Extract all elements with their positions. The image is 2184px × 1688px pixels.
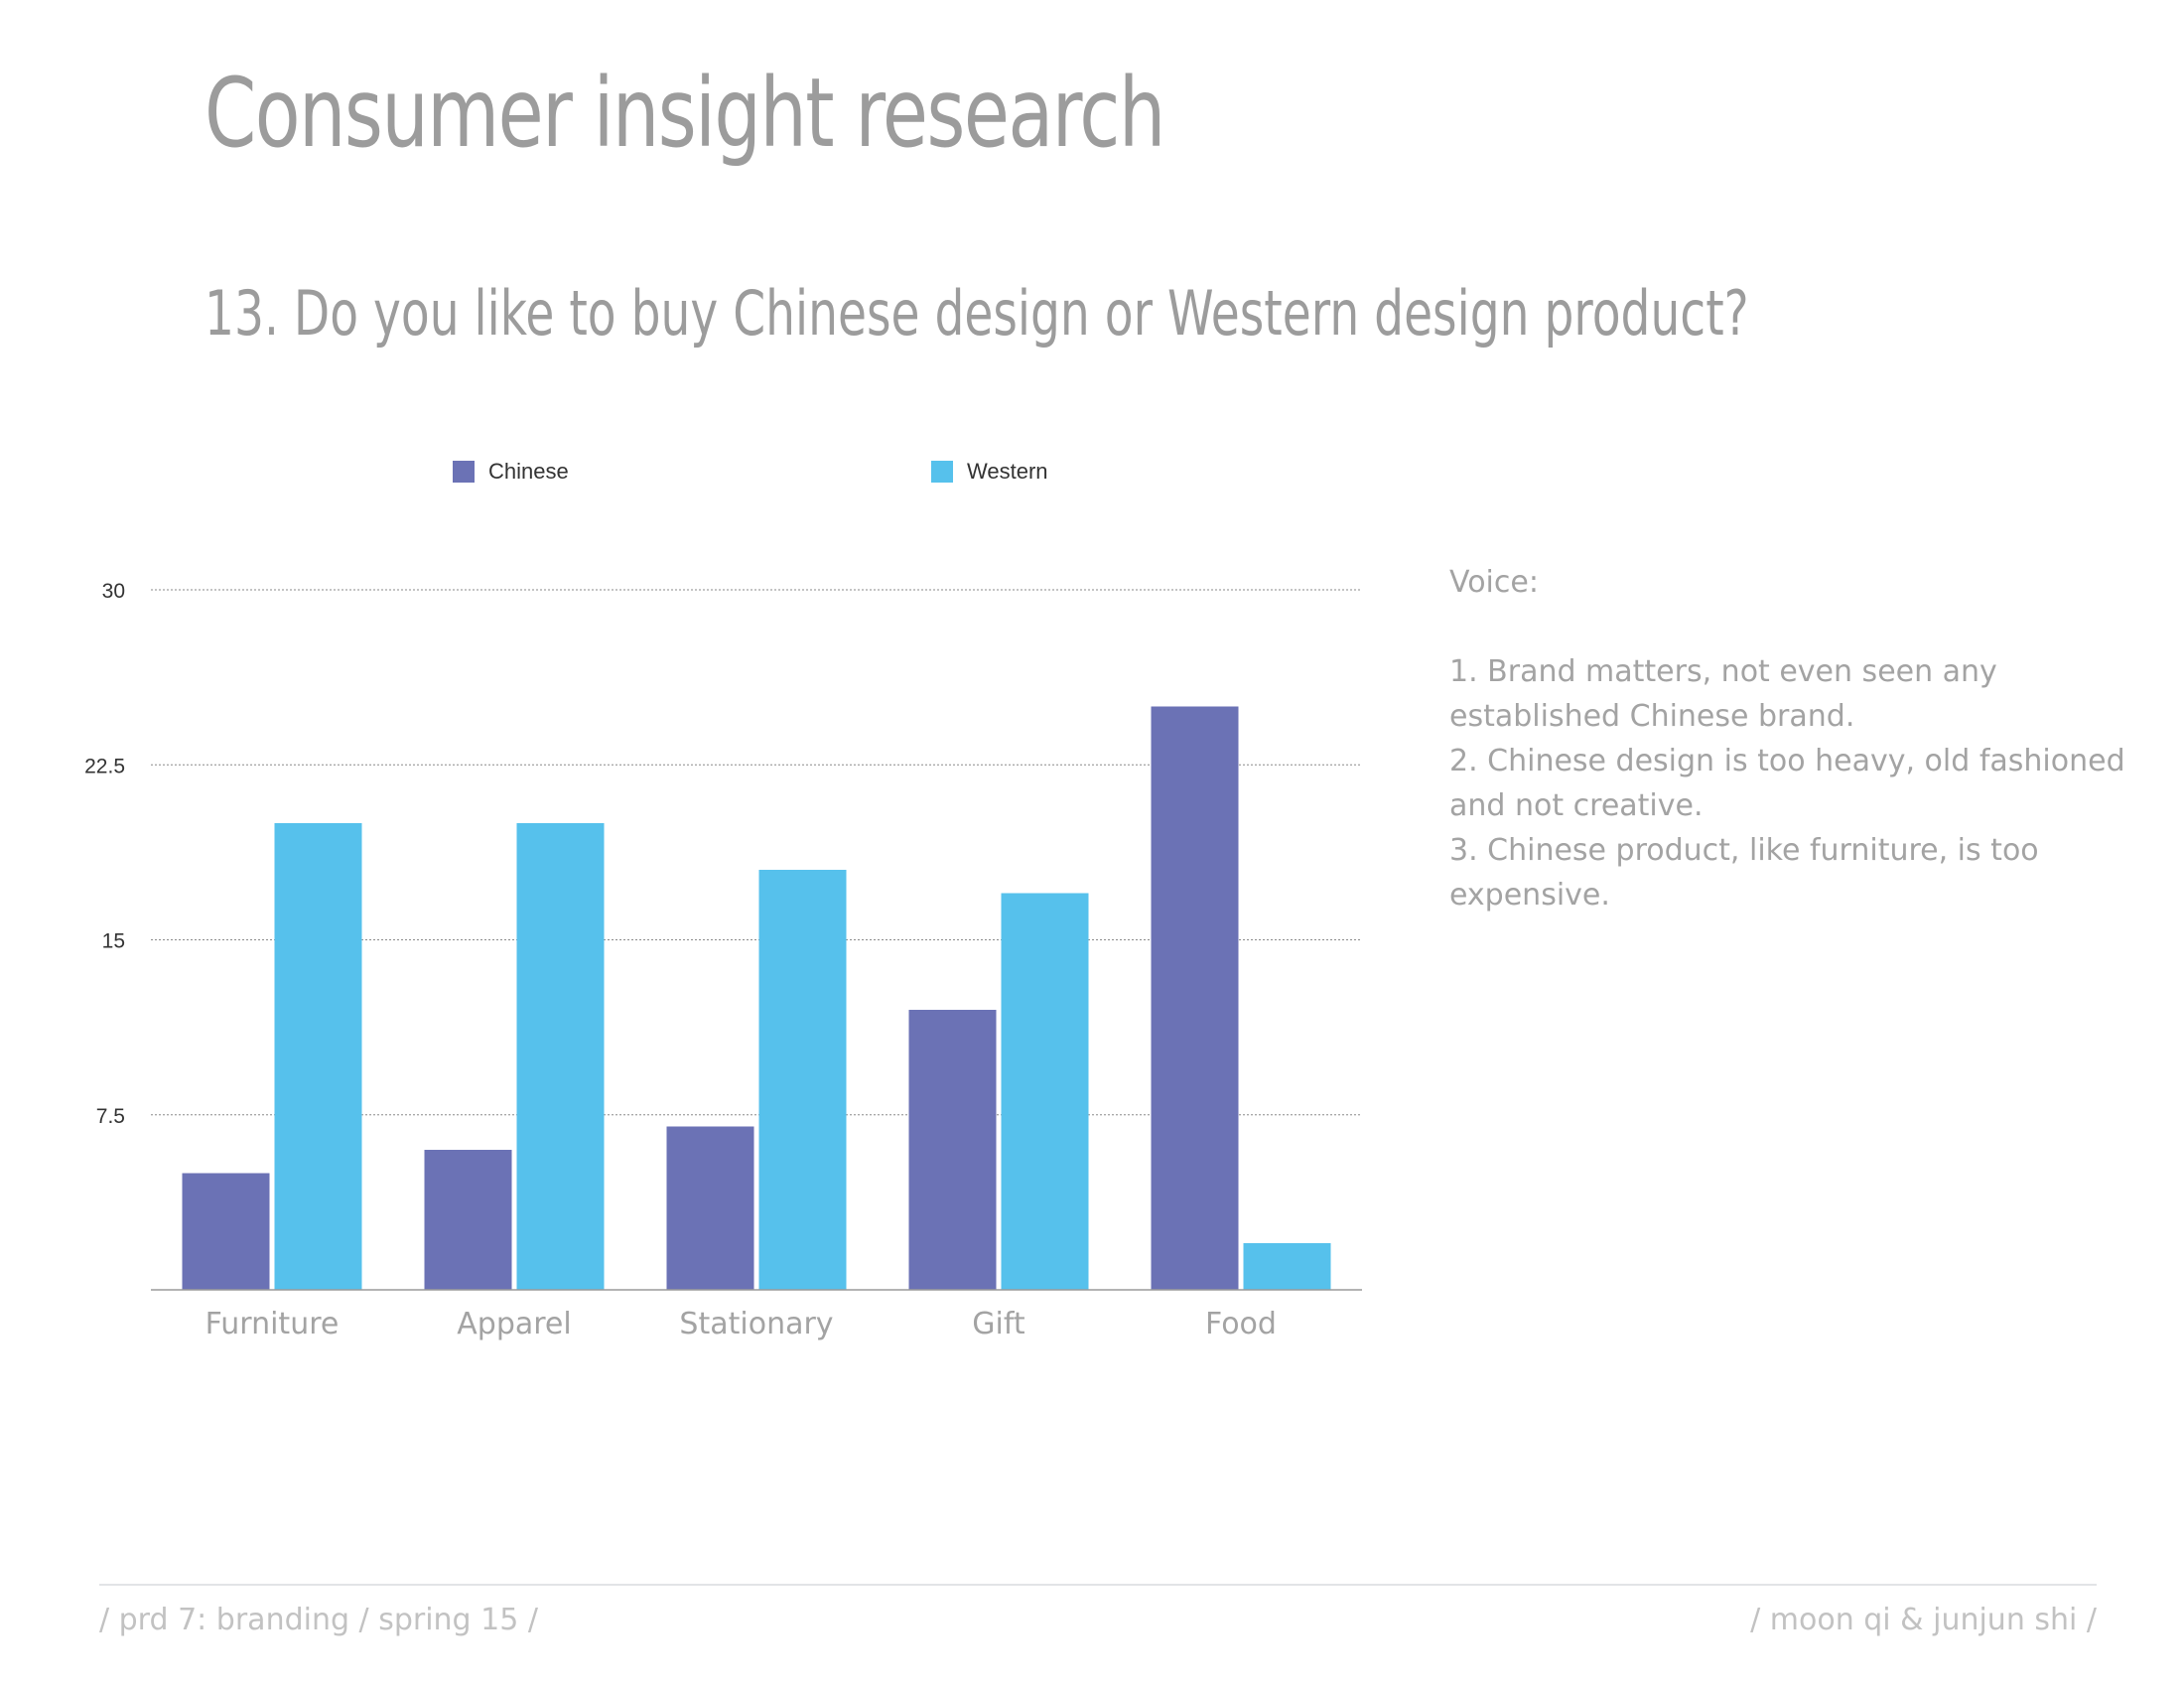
x-tick-label: Apparel: [457, 1307, 571, 1341]
legend-western-label: Western: [967, 459, 1048, 484]
legend-western: Western: [931, 459, 1048, 485]
question-heading: 13. Do you like to buy Chinese design or…: [205, 277, 1749, 350]
y-tick-label: 22.5: [84, 755, 125, 777]
bar-chinese-apparel: [424, 1150, 512, 1290]
legend-chinese-swatch: [453, 461, 475, 483]
footer-divider: [99, 1584, 2097, 1586]
footer-authors: / moon qi & junjun shi /: [1750, 1603, 2097, 1637]
x-tick-label: Furniture: [205, 1307, 340, 1341]
bar-western-gift: [1001, 893, 1089, 1290]
page-title: Consumer insight research: [205, 58, 1165, 169]
voice-title: Voice:: [1449, 565, 1539, 600]
x-tick-label: Stationary: [679, 1307, 833, 1341]
legend-chinese-label: Chinese: [488, 459, 569, 484]
bar-chinese-food: [1151, 706, 1239, 1290]
y-tick-label: 7.5: [96, 1105, 125, 1128]
chart-x-ticks: Furniture Apparel Stationary Gift Food: [205, 1307, 1277, 1341]
chart-bars: [182, 706, 1331, 1290]
footer-course: / prd 7: branding / spring 15 /: [99, 1603, 538, 1637]
legend-western-swatch: [931, 461, 953, 483]
y-tick-label: 30: [102, 580, 125, 603]
voice-point-3: 3. Chinese product, like furniture, is t…: [1449, 833, 2039, 913]
x-tick-label: Food: [1205, 1307, 1277, 1341]
bar-chinese-gift: [908, 1010, 997, 1290]
voice-point-2: 2. Chinese design is too heavy, old fash…: [1449, 744, 2125, 823]
bar-western-apparel: [516, 823, 605, 1290]
bar-chinese-stationary: [666, 1126, 754, 1290]
y-tick-label: 15: [102, 930, 125, 953]
legend-chinese: Chinese: [453, 459, 569, 485]
bar-western-food: [1243, 1243, 1331, 1290]
bar-western-stationary: [758, 870, 847, 1290]
voice-panel: Voice: 1. Brand matters, not even seen a…: [1449, 560, 2144, 917]
voice-point-1: 1. Brand matters, not even seen any esta…: [1449, 654, 1997, 734]
bar-western-furniture: [274, 823, 362, 1290]
x-tick-label: Gift: [972, 1307, 1025, 1341]
chart-y-ticks: 7.5 15 22.5 30: [84, 580, 125, 1128]
bar-chinese-furniture: [182, 1173, 270, 1290]
